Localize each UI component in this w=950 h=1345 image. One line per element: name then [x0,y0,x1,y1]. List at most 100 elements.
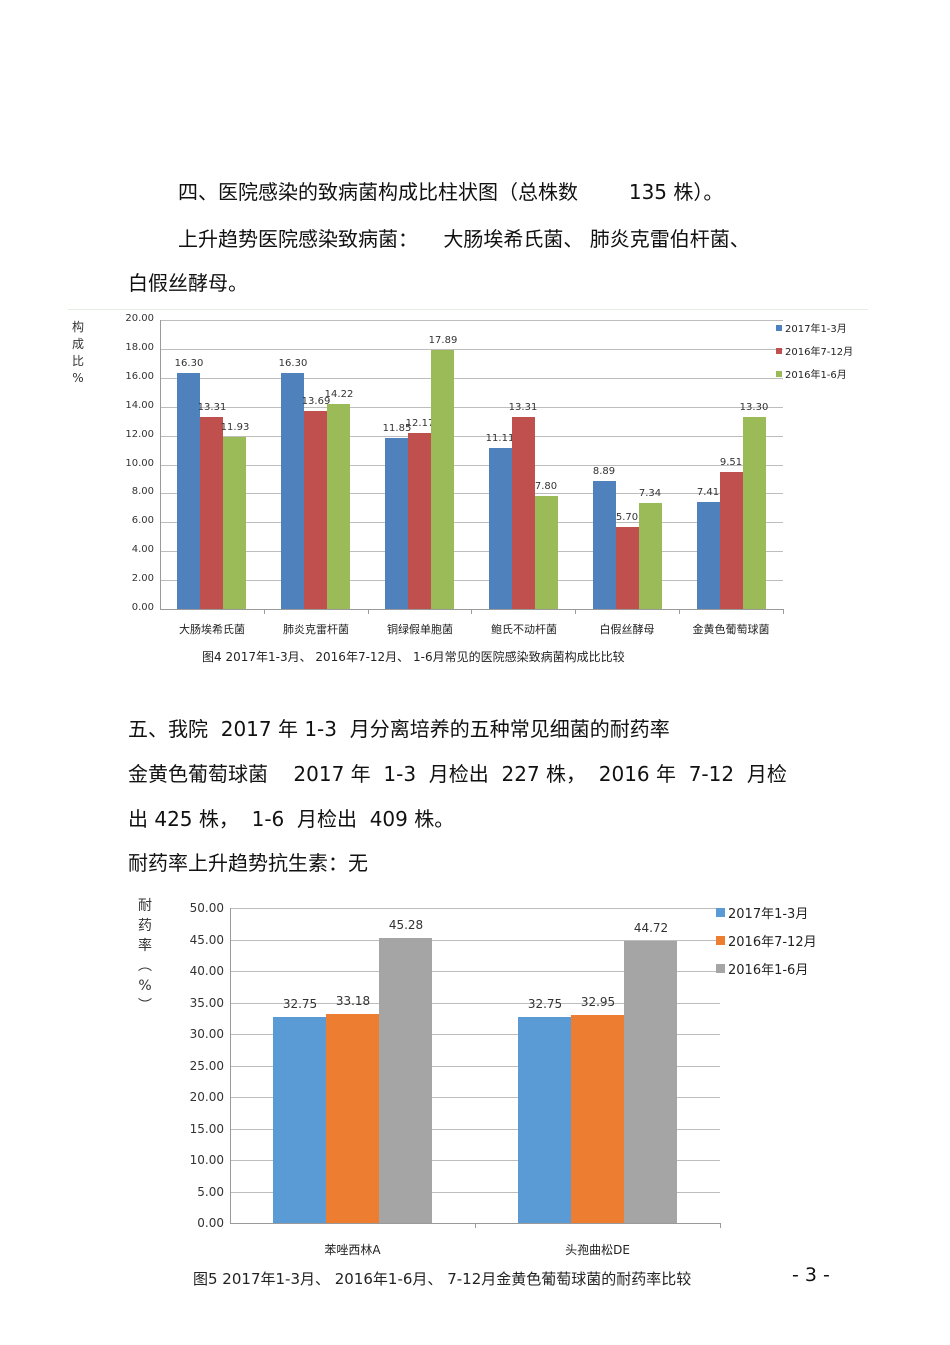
bar-1-2 [327,404,350,609]
chart1-frame-top [68,309,868,310]
legend-item: 2017年1-3月 [716,898,817,926]
bar-1-1 [304,411,327,609]
y-tick-label: 35.00 [189,996,224,1010]
y-axis-label-char: ︶ [138,998,152,1014]
y-tick-label: 10.00 [189,1153,224,1167]
bar-5-0 [697,502,720,609]
bar-0-0 [273,1017,326,1223]
data-label: 32.75 [527,997,563,1011]
bar-2-1 [408,433,431,609]
y-tick-label: 0.00 [197,1216,224,1230]
x-category-label: 大肠埃希氏菌 [179,623,245,636]
y-tick-label: 5.00 [197,1185,224,1199]
legend: 2017年1-3月 2016年7-12月 2016年1-6月 [776,316,853,385]
legend-item: 2016年7-12月 [716,926,817,954]
gridline [160,407,783,408]
y-tick-label: 6.00 [131,515,154,526]
y-axis-label-char: 构 [71,320,84,334]
bar-0-1 [326,1014,379,1223]
bar-0-0 [177,373,200,609]
y-tick-label: 14.00 [125,400,154,411]
y-axis-label-char: 成 [71,337,84,351]
figure-caption: 图5 2017年1-3月、 2016年1-6月、 7-12月金黄色葡萄球菌的耐药… [193,1270,692,1288]
chart1-pathogen-composition: 构成比% 20.00 18.00 16.00 14.00 12.00 10.00 8.00 6.… [71,313,853,664]
gridline [230,1003,720,1004]
y-tick-label: 30.00 [189,1027,224,1041]
y-axis-label-char: 率 [138,938,152,954]
y-axis-label-char: % [138,978,152,994]
bar-5-2 [743,417,766,609]
data-label: 45.28 [388,918,424,932]
y-tick-label: 25.00 [189,1059,224,1073]
x-category-label: 白假丝酵母 [599,623,655,636]
y-axis-label-char: 耐 [138,898,152,914]
section5-rising-antibiotics: 耐药率上升趋势抗生素：无 [128,851,368,875]
data-label: 13.31 [508,402,538,413]
section4-rising-pathogens-cont: 白假丝酵母。 [128,271,248,295]
section5-staph-counts: 金黄色葡萄球菌 2017 年 1-3 月检出 227 株， 2016 年 7-1… [128,762,787,786]
data-label: 7.41 [696,487,720,498]
x-tick-mark [720,1223,721,1228]
legend-label: 2017年1-3月 [785,324,847,335]
section5-heading: 五、我院 2017 年 1-3 月分离培养的五种常见细菌的耐药率 [128,717,670,741]
y-axis-label-char: % [72,371,84,385]
data-label: 16.30 [278,358,308,369]
y-tick-label: 0.00 [131,602,154,613]
data-label: 7.80 [534,481,558,492]
x-category-label: 鲍氏不动杆菌 [491,623,557,636]
x-tick-mark [475,1223,476,1228]
y-tick-label: 15.00 [189,1122,224,1136]
bar-5-1 [720,472,743,609]
y-tick-label: 18.00 [125,342,154,353]
data-label: 11.85 [382,423,412,434]
y-tick-label: 20.00 [125,313,154,324]
legend-item: 2017年1-3月 [776,316,853,339]
y-tick-label: 4.00 [131,544,154,555]
x-tick-mark [264,609,265,614]
gridline [230,940,720,941]
bar-4-1 [616,527,639,609]
legend-swatch-icon [776,347,782,354]
bar-2-0 [385,438,408,609]
y-axis-line [230,908,231,1223]
legend: 2017年1-3月 2016年7-12月 2016年1-6月 [716,898,817,982]
bar-0-1 [200,417,223,609]
legend-label: 2016年7-12月 [785,347,854,358]
x-category-label: 铜绿假单胞菌 [387,623,453,636]
legend-label: 2017年1-3月 [728,906,809,922]
page-number: - 3 - [792,1264,830,1286]
bar-1-1 [571,1015,624,1223]
x-tick-mark [679,609,680,614]
section4-heading: 四、医院感染的致病菌构成比柱状图（总株数 135 株）。 [178,180,724,204]
bar-0-2 [223,437,246,609]
gridline [160,551,783,552]
bar-1-0 [281,373,304,609]
data-label: 32.95 [580,995,616,1009]
gridline [230,1192,720,1193]
legend-swatch-icon [716,935,725,945]
figure-caption: 图4 2017年1-3月、 2016年7-12月、 1-6月常见的医院感染致病菌… [202,650,625,664]
data-label: 13.69 [301,396,331,407]
data-label: 12.17 [405,418,435,429]
bar-3-0 [489,448,512,609]
bar-1-0 [518,1017,571,1223]
bar-0-2 [379,938,432,1223]
gridline [230,1066,720,1067]
gridline [230,1034,720,1035]
data-label: 7.34 [638,488,662,499]
x-tick-mark [783,609,784,614]
data-label: 16.30 [174,358,204,369]
gridline [160,493,783,494]
legend-label: 2016年1-6月 [728,962,809,978]
legend-item: 2016年7-12月 [776,339,853,362]
gridline [160,580,783,581]
bar-3-1 [512,417,535,609]
gridline [230,908,720,909]
legend-swatch-icon [776,324,782,331]
gridline [230,1097,720,1098]
legend-item: 2016年1-6月 [776,362,853,385]
data-label: 17.89 [428,335,458,346]
legend-item: 2016年1-6月 [716,954,817,982]
legend-swatch-icon [776,370,782,377]
